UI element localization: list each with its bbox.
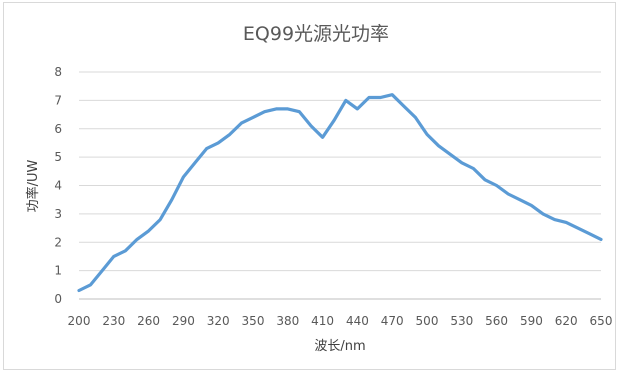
y-tick-label: 2 <box>54 235 62 249</box>
y-tick-label: 5 <box>54 150 62 164</box>
x-tick-label: 290 <box>172 314 195 328</box>
x-tick-label: 230 <box>102 314 125 328</box>
chart-title: EQ99光源光功率 <box>243 23 389 45</box>
x-tick-label: 260 <box>137 314 160 328</box>
y-axis-ticks: 0 1 2 3 4 5 6 7 8 <box>54 65 62 306</box>
x-tick-label: 440 <box>346 314 369 328</box>
x-tick-label: 380 <box>276 314 299 328</box>
x-tick-label: 530 <box>450 314 473 328</box>
y-tick-label: 3 <box>54 207 62 221</box>
y-tick-label: 0 <box>54 292 62 306</box>
gridlines <box>79 72 601 299</box>
y-tick-label: 8 <box>54 65 62 79</box>
y-axis-label: 功率/UW <box>25 159 41 212</box>
y-tick-label: 7 <box>54 93 62 107</box>
x-tick-label: 650 <box>590 314 613 328</box>
x-axis-label: 波长/nm <box>314 339 365 354</box>
x-tick-label: 560 <box>485 314 508 328</box>
x-tick-label: 320 <box>207 314 230 328</box>
y-tick-label: 6 <box>54 122 62 136</box>
x-tick-label: 620 <box>555 314 578 328</box>
x-tick-label: 410 <box>311 314 334 328</box>
x-tick-label: 350 <box>242 314 265 328</box>
x-tick-label: 500 <box>416 314 439 328</box>
y-tick-label: 1 <box>54 264 62 278</box>
series-line <box>79 95 601 291</box>
x-tick-label: 590 <box>520 314 543 328</box>
x-axis-ticks: 200 230 260 290 320 350 380 410 440 470 500 530 560 5… <box>68 314 613 328</box>
y-tick-label: 4 <box>54 179 62 193</box>
series-layer <box>79 95 601 291</box>
x-tick-label: 470 <box>381 314 404 328</box>
x-tick-label: 200 <box>68 314 91 328</box>
